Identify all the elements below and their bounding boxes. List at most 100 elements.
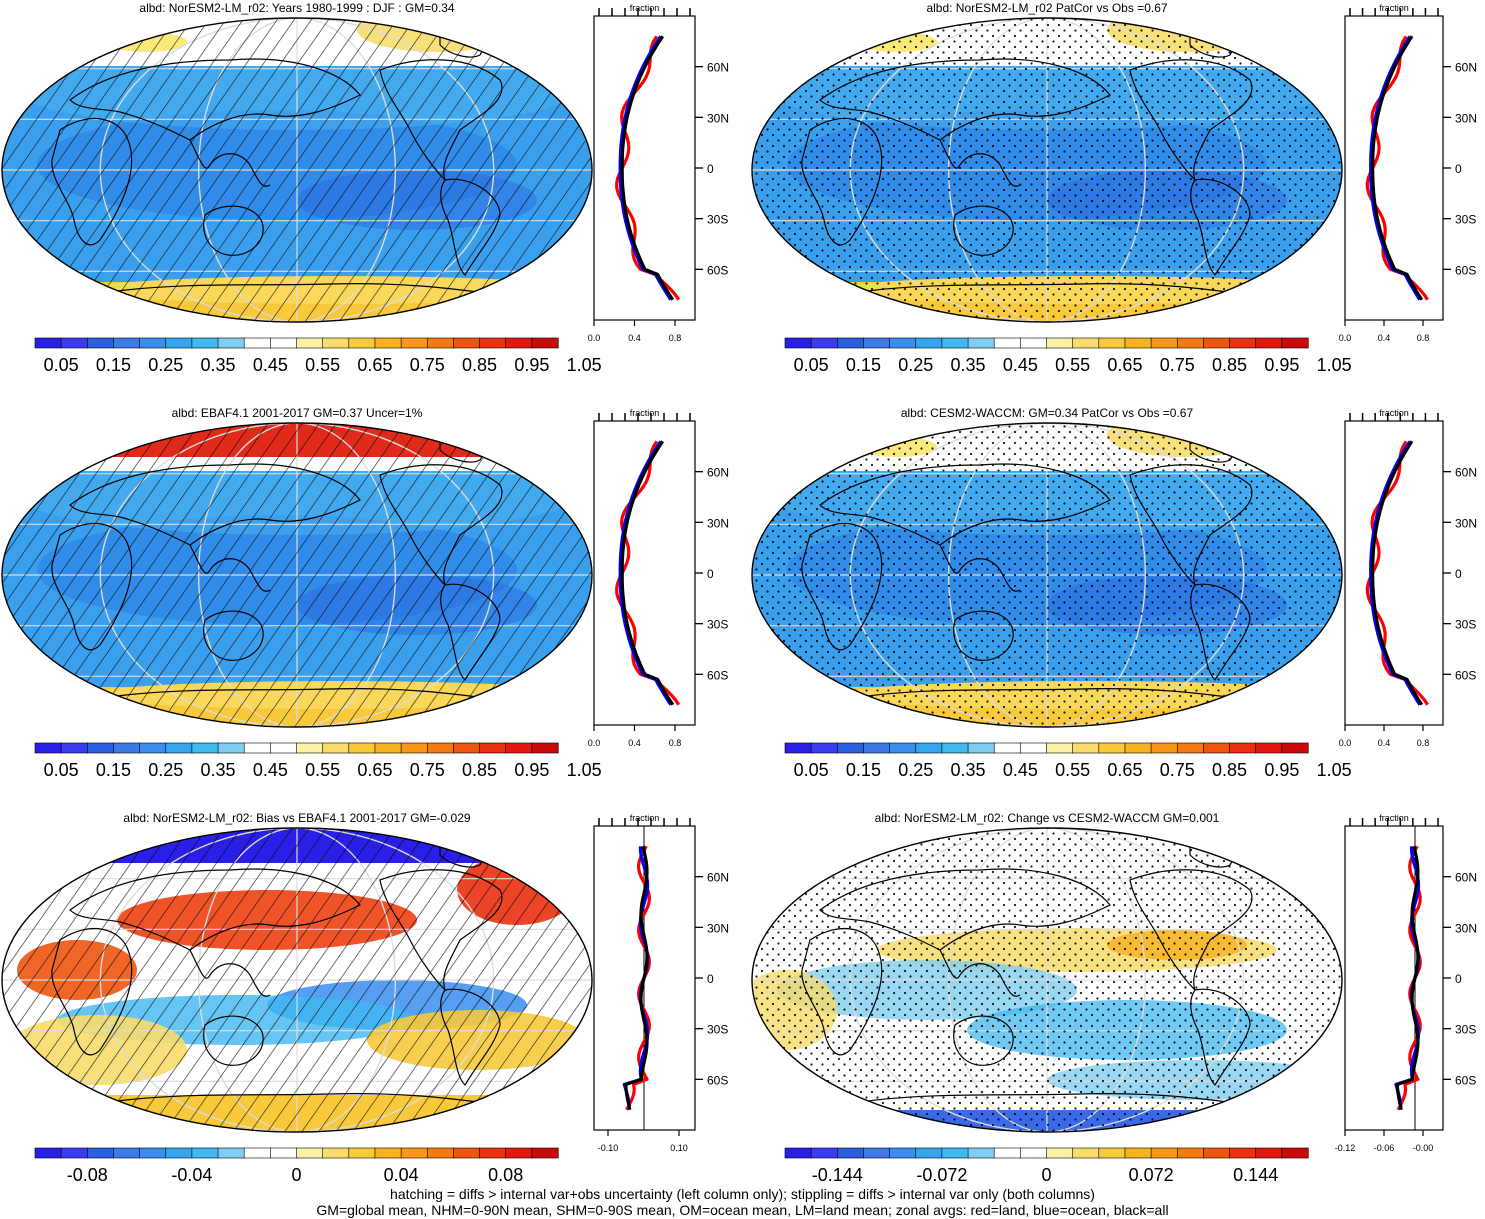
colorbar-label: 0.25 [898, 760, 933, 780]
zonal-title: fraction [630, 3, 660, 13]
map-field [752, 828, 1342, 1132]
colorbar-label: 0.75 [410, 355, 445, 375]
colorbar-label: 0.05 [794, 760, 829, 780]
stippling-overlay [752, 423, 1342, 727]
zonal-y-tick-label: 0 [1455, 162, 1462, 176]
colorbar-label: -0.04 [171, 1165, 212, 1185]
zonal-y-tick-label: 60N [1455, 871, 1477, 885]
colorbar-swatch [1046, 337, 1074, 349]
colorbar-swatch [1124, 337, 1152, 349]
zonal-y-tick-label: 60N [707, 871, 729, 885]
zonal-x-tick-label: 0.8 [669, 333, 682, 343]
colorbar-swatch [1150, 337, 1178, 349]
colorbar-swatch [505, 1147, 533, 1159]
colorbar-swatch [426, 337, 455, 349]
colorbar-swatch [836, 337, 865, 349]
colorbar-label: 0.08 [488, 1165, 523, 1185]
colorbar-label: 0.05 [44, 355, 79, 375]
colorbar-swatch [863, 1147, 891, 1159]
hatching-overlay [2, 18, 592, 322]
colorbar-swatch [505, 742, 533, 754]
colorbar-swatch [34, 1147, 62, 1159]
colorbar-label: 0.75 [410, 760, 445, 780]
zonal-y-tick-label: 30N [1455, 921, 1477, 935]
colorbar-swatch [139, 337, 167, 349]
colorbar-swatch [400, 742, 428, 754]
colorbar-swatch [1020, 742, 1048, 754]
colorbar-swatch [479, 1147, 507, 1159]
colorbar-label: 0.55 [305, 355, 340, 375]
colorbar-swatch [1020, 337, 1048, 349]
colorbar-swatch [1255, 337, 1283, 349]
colorbar-label: 0.25 [148, 760, 183, 780]
zonal-x-tick-label: 0.4 [1378, 333, 1391, 343]
colorbar-swatch [374, 742, 402, 754]
colorbar-swatch [784, 1147, 812, 1159]
colorbar-swatch [915, 337, 943, 349]
colorbar-swatch [348, 337, 376, 349]
colorbar-swatch [165, 742, 193, 754]
colorbar-label: 0.65 [357, 355, 392, 375]
colorbar-label: 0.45 [253, 355, 288, 375]
colorbar-swatch [217, 1147, 245, 1159]
colorbar-swatch [113, 337, 141, 349]
colorbar-swatch [784, 742, 812, 754]
zonal-y-tick-label: 30S [707, 618, 728, 632]
zonal-series-line [1371, 35, 1424, 301]
map-outline [751, 827, 1343, 1133]
colorbar-swatch [993, 337, 1021, 349]
colorbar-swatch [836, 742, 865, 754]
zonal-y-tick-label: 60N [707, 466, 729, 480]
colorbar-label: 1.05 [567, 355, 602, 375]
panel-5: albd: NorESM2-LM_r02: Bias vs EBAF4.1 20… [1, 811, 729, 1185]
colorbar-swatch [243, 337, 271, 349]
colorbar-swatch [1255, 742, 1283, 754]
colorbar-swatch [400, 337, 428, 349]
colorbar-label: 0.05 [44, 760, 79, 780]
colorbar-swatch [426, 1147, 455, 1159]
colorbar-swatch [243, 742, 271, 754]
colorbar-label: 1.05 [1317, 355, 1352, 375]
colorbar-label: 0.072 [1129, 1165, 1174, 1185]
zonal-title: fraction [1379, 813, 1409, 823]
colorbar-swatch [453, 742, 481, 754]
colorbar-label: 0.15 [846, 355, 881, 375]
colorbar-swatch [322, 1147, 350, 1159]
colorbar-swatch [270, 742, 298, 754]
colorbar-swatch [296, 1147, 324, 1159]
colorbar-swatch [113, 742, 141, 754]
colorbar-swatch [322, 337, 350, 349]
colorbar-label: 0.45 [1003, 760, 1038, 780]
colorbar-label: 0.45 [1003, 355, 1038, 375]
colorbar-swatch [453, 1147, 481, 1159]
colorbar-label: 0.85 [462, 355, 497, 375]
zonal-y-tick-label: 0 [1455, 567, 1462, 581]
panel-6: albd: NorESM2-LM_r02: Change vs CESM2-WA… [751, 811, 1477, 1185]
colorbar-swatch [889, 742, 917, 754]
colorbar-swatch [165, 1147, 193, 1159]
colorbar-label: 0.05 [794, 355, 829, 375]
zonal-y-tick-label: 30S [1455, 618, 1476, 632]
colorbar-swatch [1046, 1147, 1074, 1159]
map-outline [1, 827, 593, 1133]
zonal-y-tick-label: 60N [707, 61, 729, 75]
colorbar-swatch [1176, 1147, 1205, 1159]
colorbar-swatch [1229, 742, 1257, 754]
zonal-y-tick-label: 0 [707, 567, 714, 581]
zonal-y-tick-label: 30S [707, 1023, 728, 1037]
zonal-y-tick-label: 60S [1455, 1073, 1476, 1087]
zonal-x-tick-label: 0.4 [628, 333, 641, 343]
map-field [752, 18, 1342, 322]
panel-title: albd: NorESM2-LM_r02: Change vs CESM2-WA… [875, 811, 1220, 825]
colorbar-swatch [348, 1147, 376, 1159]
colorbar-swatch [784, 337, 812, 349]
zonal-x-tick-label: 0.4 [628, 738, 641, 748]
colorbar-swatch [243, 1147, 271, 1159]
colorbar-swatch [1072, 1147, 1100, 1159]
zonal-y-tick-label: 30S [1455, 1023, 1476, 1037]
colorbar-swatch [60, 1147, 88, 1159]
zonal-title: fraction [630, 408, 660, 418]
colorbar-swatch [1020, 1147, 1048, 1159]
zonal-y-tick-label: 60S [1455, 668, 1476, 682]
